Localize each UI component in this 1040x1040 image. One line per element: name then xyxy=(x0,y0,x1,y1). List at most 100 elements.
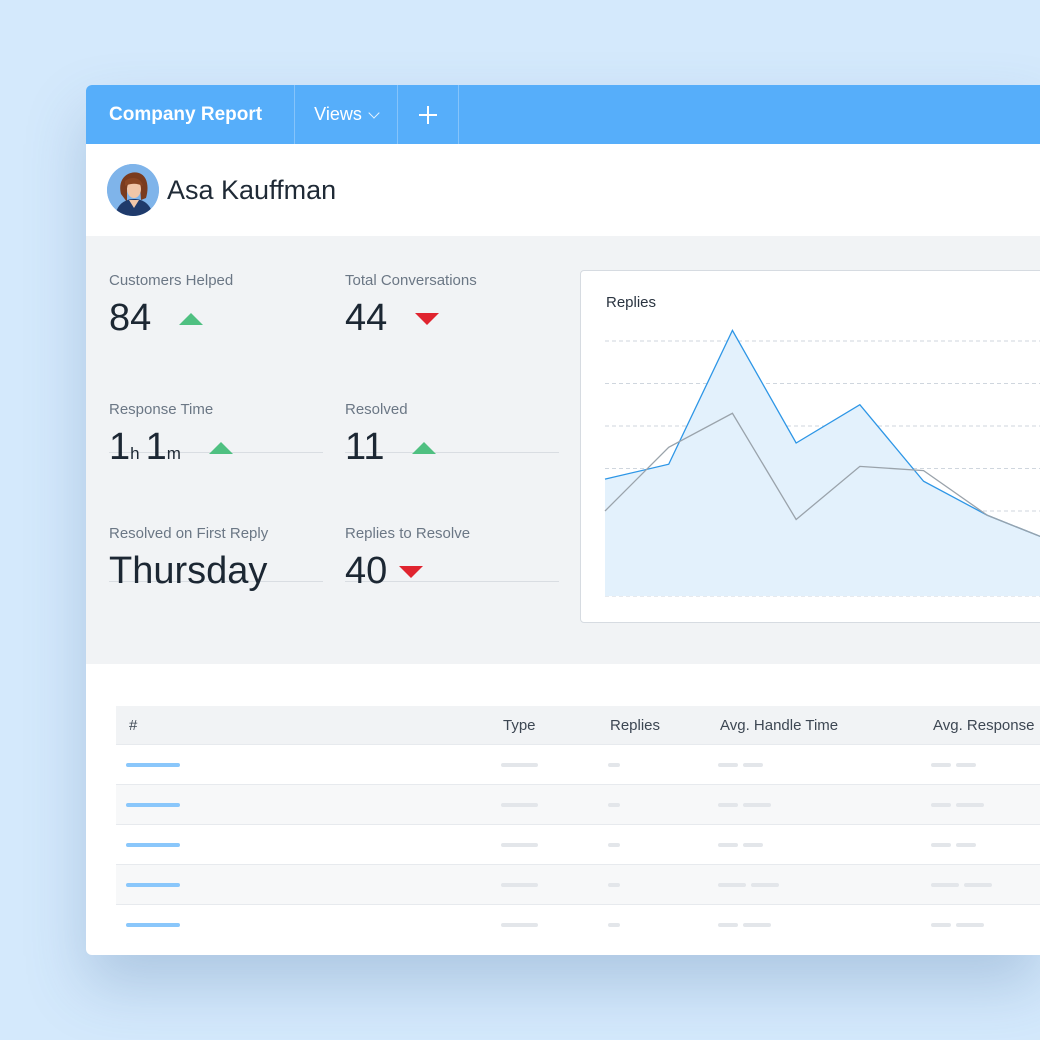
cell-placeholder xyxy=(608,883,620,887)
table-row[interactable] xyxy=(116,904,1040,944)
metric-response-time: Response Time 1h 1m xyxy=(109,401,323,469)
cell-placeholder xyxy=(718,843,738,847)
plus-icon xyxy=(419,105,437,124)
table-header: # Type Replies Avg. Handle Time Avg. Res… xyxy=(116,706,1040,744)
divider xyxy=(345,452,559,453)
cell-placeholder xyxy=(608,843,620,847)
views-dropdown[interactable]: Views xyxy=(295,85,398,144)
report-window: Company Report Views Asa Kauffman Custom… xyxy=(86,85,1040,955)
table-row[interactable] xyxy=(116,864,1040,904)
response-time-value: 1h 1m xyxy=(109,426,187,469)
avatar-illustration xyxy=(107,164,159,216)
replies-chart: Replies xyxy=(580,270,1040,623)
user-name: Asa Kauffman xyxy=(167,174,337,205)
cell-placeholder xyxy=(501,803,538,807)
trend-up-icon xyxy=(412,441,437,454)
cell-placeholder xyxy=(931,923,951,927)
data-point[interactable] xyxy=(857,463,863,469)
metric-value: 11 xyxy=(345,426,385,468)
cell-placeholder xyxy=(743,843,763,847)
column-header-avg-handle-time[interactable]: Avg. Handle Time xyxy=(720,717,839,734)
views-label: Views xyxy=(314,104,362,124)
column-header-replies[interactable]: Replies xyxy=(610,717,661,734)
data-point[interactable] xyxy=(729,327,735,333)
data-point[interactable] xyxy=(857,402,863,408)
data-point[interactable] xyxy=(729,410,735,416)
metric-label: Response Time xyxy=(109,401,214,418)
data-point[interactable] xyxy=(666,461,672,467)
trend-down-icon xyxy=(415,312,440,325)
metric-resolved: Resolved 11 xyxy=(345,401,559,469)
minutes-unit: m xyxy=(166,444,181,463)
minutes-value: 1 xyxy=(145,426,167,468)
data-point[interactable] xyxy=(602,476,608,482)
cell-placeholder xyxy=(608,923,620,927)
data-point[interactable] xyxy=(793,517,799,523)
row-link-placeholder[interactable] xyxy=(126,763,180,767)
row-link-placeholder[interactable] xyxy=(126,923,180,927)
table-body xyxy=(116,744,1040,944)
cell-placeholder xyxy=(501,883,538,887)
trend-down-icon xyxy=(399,565,424,578)
metric-value: 40 xyxy=(345,550,388,592)
cell-placeholder xyxy=(964,883,992,887)
cell-placeholder xyxy=(718,883,746,887)
cell-placeholder xyxy=(743,923,771,927)
metric-value: Thursday xyxy=(109,550,268,592)
cell-placeholder xyxy=(931,803,951,807)
metric-label: Replies to Resolve xyxy=(345,525,471,542)
metric-total-conversations: Total Conversations 44 xyxy=(345,272,559,340)
metric-value-row: 40 xyxy=(345,550,559,593)
metric-resolved-first-reply: Resolved on First Reply Thursday xyxy=(109,525,323,593)
avatar[interactable] xyxy=(107,164,159,216)
column-header-type[interactable]: Type xyxy=(503,717,536,734)
data-point[interactable] xyxy=(793,440,799,446)
column-header-number[interactable]: # xyxy=(129,717,138,734)
cell-placeholder xyxy=(501,843,538,847)
cell-placeholder xyxy=(956,843,976,847)
data-point[interactable] xyxy=(921,478,927,484)
hours-unit: h xyxy=(130,444,140,463)
metric-label: Resolved xyxy=(345,401,408,418)
metric-value: 44 xyxy=(345,297,388,339)
cell-placeholder xyxy=(608,763,620,767)
table-row[interactable] xyxy=(116,784,1040,824)
data-point[interactable] xyxy=(666,444,672,450)
data-point[interactable] xyxy=(602,508,608,514)
metric-value-row: Thursday xyxy=(109,550,323,593)
cell-placeholder xyxy=(718,923,738,927)
conversations-table: # Type Replies Avg. Handle Time Avg. Res… xyxy=(116,706,1040,944)
trend-up-icon xyxy=(179,312,204,325)
cell-placeholder xyxy=(956,763,976,767)
column-header-avg-response[interactable]: Avg. Response xyxy=(933,717,1035,734)
divider xyxy=(345,581,559,582)
cell-placeholder xyxy=(931,763,951,767)
metric-label: Customers Helped xyxy=(109,272,234,289)
metric-value-row: 11 xyxy=(345,426,559,469)
data-point[interactable] xyxy=(921,468,927,474)
cell-placeholder xyxy=(743,763,763,767)
trend-up-icon xyxy=(208,441,233,454)
stats-panel: Customers Helped 84 Total Conversations … xyxy=(86,236,1040,664)
metric-label: Total Conversations xyxy=(345,272,477,289)
row-link-placeholder[interactable] xyxy=(126,803,180,807)
top-bar: Company Report Views xyxy=(86,85,1040,144)
row-link-placeholder[interactable] xyxy=(126,843,180,847)
metric-replies-to-resolve: Replies to Resolve 40 xyxy=(345,525,559,593)
cell-placeholder xyxy=(956,923,984,927)
table-row[interactable] xyxy=(116,744,1040,784)
chart-canvas xyxy=(602,327,1040,597)
cell-placeholder xyxy=(718,803,738,807)
divider xyxy=(109,581,323,582)
row-link-placeholder[interactable] xyxy=(126,883,180,887)
series-line-2 xyxy=(604,412,1040,538)
cell-placeholder xyxy=(751,883,779,887)
series-area xyxy=(605,330,1040,596)
cell-placeholder xyxy=(501,763,538,767)
cell-placeholder xyxy=(718,763,738,767)
data-point[interactable] xyxy=(984,512,990,518)
metric-value-row: 1h 1m xyxy=(109,426,323,469)
add-view-button[interactable] xyxy=(398,85,459,144)
chart-title: Replies xyxy=(606,294,657,311)
table-row[interactable] xyxy=(116,824,1040,864)
